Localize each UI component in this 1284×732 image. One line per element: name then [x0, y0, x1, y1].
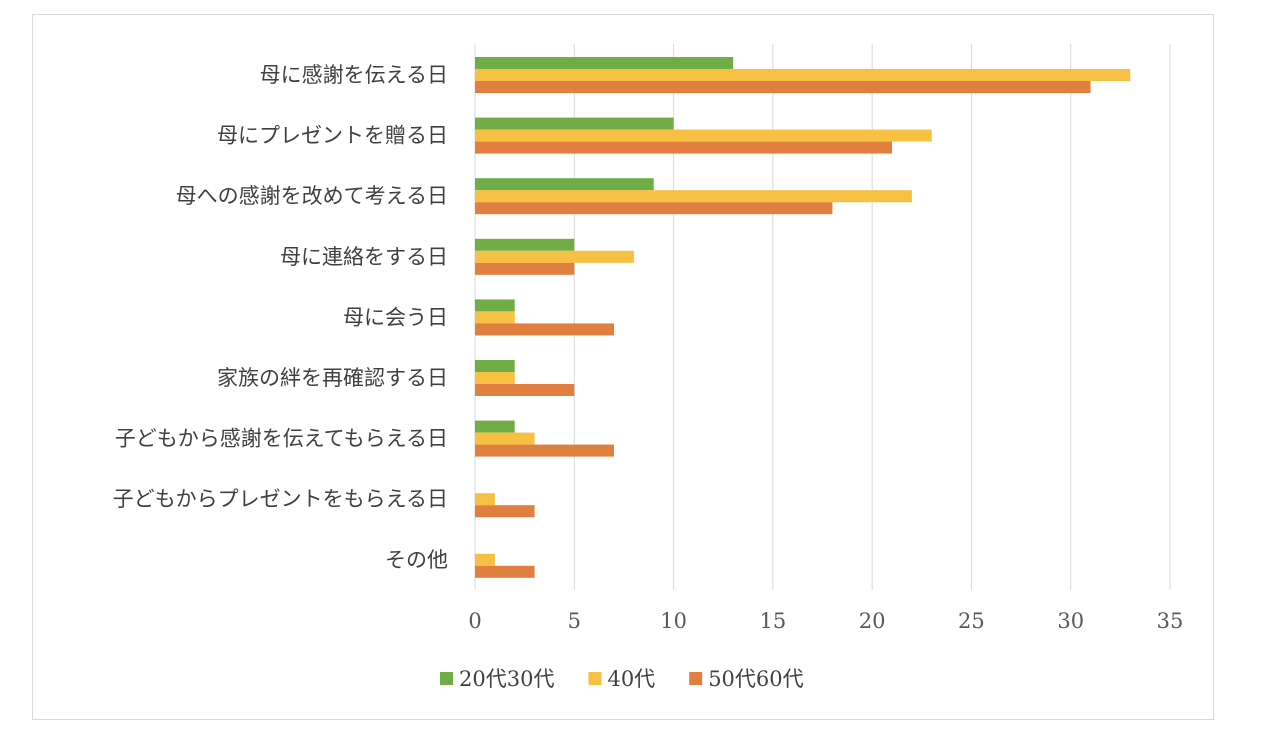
bar [475, 432, 535, 445]
category-label: 子どもからプレゼントをもらえる日 [113, 487, 448, 511]
x-tick-label: 0 [468, 609, 481, 633]
bar [475, 190, 912, 203]
category-labels: 母に感謝を伝える日母にプレゼントを贈る日母への感謝を改めて考える日母に連絡をする… [113, 63, 448, 572]
bar [475, 420, 515, 433]
legend-swatch [588, 672, 602, 685]
x-tick-label: 20 [859, 609, 886, 633]
bar [475, 57, 734, 69]
legend-label: 50代60代 [708, 667, 803, 691]
category-label: 母に感謝を伝える日 [260, 63, 448, 87]
bar [475, 117, 674, 130]
category-label: 母に会う日 [343, 305, 448, 329]
legend-label: 20代30代 [459, 667, 554, 691]
bar [475, 323, 614, 336]
legend-swatch [440, 672, 453, 685]
category-label: 子どもから感謝を伝えてもらえる日 [115, 427, 448, 451]
x-tick-label: 35 [1157, 609, 1184, 633]
bar [475, 202, 833, 215]
bar [475, 372, 515, 384]
bar [475, 178, 654, 191]
bar [475, 553, 495, 566]
category-label: 母に連絡をする日 [280, 245, 448, 269]
bar [475, 360, 515, 372]
bar [475, 505, 535, 518]
bar [475, 69, 1131, 81]
x-tick-label: 30 [1057, 609, 1084, 633]
bar [475, 262, 575, 275]
bar [475, 299, 515, 312]
bar [475, 81, 1091, 93]
category-label: 母への感謝を改めて考える日 [176, 184, 448, 208]
bar [475, 141, 892, 154]
legend-swatch [689, 672, 703, 685]
bar [475, 493, 495, 506]
x-tick-label: 25 [958, 609, 985, 633]
bar [475, 238, 575, 251]
bar [475, 311, 515, 324]
category-label: その他 [385, 548, 448, 572]
bar [475, 565, 535, 578]
x-tick-label: 15 [759, 609, 786, 633]
legend-label: 40代 [607, 667, 655, 691]
bars [475, 57, 1131, 578]
bar [475, 129, 932, 142]
x-tick-label: 5 [568, 609, 581, 633]
bar [475, 384, 575, 396]
x-tick-label: 10 [660, 609, 687, 633]
x-axis-tick-labels: 0 5 10 15 20 25 30 35 [468, 609, 1183, 633]
category-label: 家族の絆を再確認する日 [217, 366, 448, 390]
legend: 20代30代 40代 50代60代 [440, 667, 804, 691]
bar [475, 444, 614, 457]
category-label: 母にプレゼントを贈る日 [217, 124, 448, 148]
bar [475, 250, 634, 263]
